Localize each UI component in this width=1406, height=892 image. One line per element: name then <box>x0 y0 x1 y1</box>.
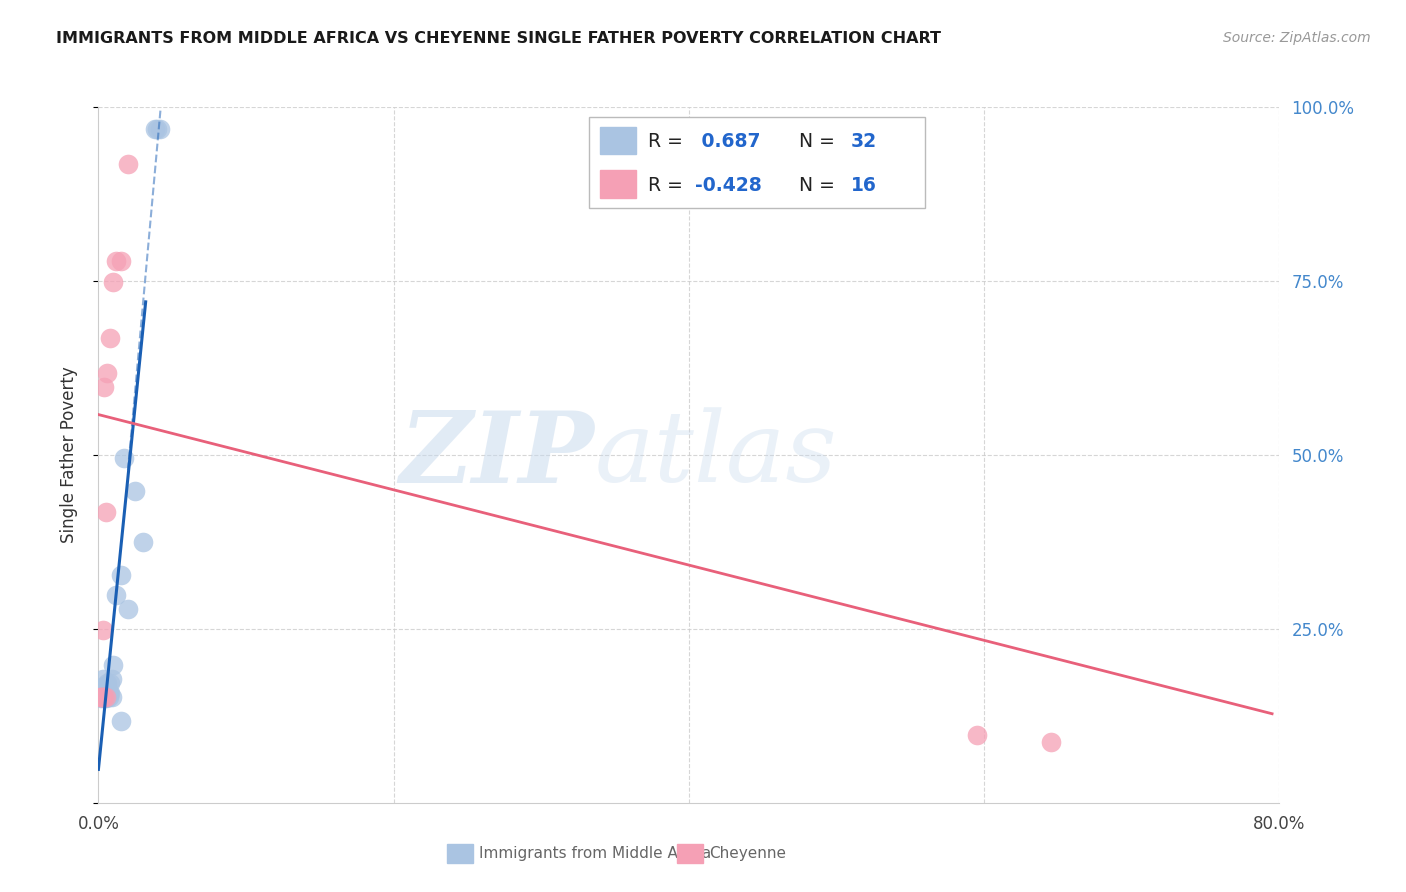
Point <box>93 380 115 394</box>
Text: R =: R = <box>648 132 689 152</box>
Point <box>124 484 146 499</box>
Point <box>96 679 118 693</box>
Point <box>132 535 155 549</box>
Point <box>94 682 117 697</box>
Text: N =: N = <box>787 132 841 152</box>
Text: ZIP: ZIP <box>399 407 595 503</box>
Point <box>94 505 117 519</box>
Point <box>117 157 139 171</box>
Point <box>105 589 128 603</box>
Point <box>90 681 112 695</box>
Point <box>96 676 118 690</box>
Text: 16: 16 <box>851 176 876 194</box>
Text: IMMIGRANTS FROM MIDDLE AFRICA VS CHEYENNE SINGLE FATHER POVERTY CORRELATION CHAR: IMMIGRANTS FROM MIDDLE AFRICA VS CHEYENN… <box>56 31 941 46</box>
Point <box>89 690 111 704</box>
Point <box>91 672 114 686</box>
Point <box>100 690 122 704</box>
Point <box>98 686 121 700</box>
FancyBboxPatch shape <box>589 118 925 208</box>
Text: Cheyenne: Cheyenne <box>709 847 786 861</box>
Point <box>96 366 118 380</box>
Point <box>90 690 112 704</box>
Point <box>98 676 121 690</box>
Point <box>94 691 117 706</box>
Point <box>149 122 172 136</box>
Text: 0.687: 0.687 <box>695 132 761 152</box>
Point <box>103 658 125 673</box>
Point <box>105 254 128 268</box>
Point <box>90 691 112 706</box>
Text: Immigrants from Middle Africa: Immigrants from Middle Africa <box>478 847 711 861</box>
Point <box>110 254 132 268</box>
Text: N =: N = <box>787 176 841 194</box>
Point <box>97 690 120 704</box>
Point <box>93 691 115 706</box>
Point <box>100 672 122 686</box>
Point <box>93 690 115 704</box>
Point <box>93 679 115 693</box>
Text: R =: R = <box>648 176 689 194</box>
Point <box>112 451 135 466</box>
Point <box>91 690 114 704</box>
Point <box>98 331 121 345</box>
Text: atlas: atlas <box>595 408 837 502</box>
Point <box>97 686 120 700</box>
Point <box>103 276 125 290</box>
Point <box>143 122 166 136</box>
Point <box>93 683 115 698</box>
Text: 32: 32 <box>851 132 877 152</box>
Text: -0.428: -0.428 <box>695 176 762 194</box>
Point <box>96 690 118 704</box>
Point <box>1039 734 1062 748</box>
Point <box>91 624 114 638</box>
Point <box>117 602 139 616</box>
FancyBboxPatch shape <box>678 844 703 863</box>
Point <box>94 690 117 704</box>
Point <box>146 122 169 136</box>
Point <box>966 728 988 742</box>
Point <box>91 690 114 704</box>
Point <box>94 690 117 704</box>
Point <box>94 679 117 693</box>
Y-axis label: Single Father Poverty: Single Father Poverty <box>59 367 77 543</box>
Point <box>110 567 132 582</box>
FancyBboxPatch shape <box>600 170 636 198</box>
Point <box>89 688 111 702</box>
FancyBboxPatch shape <box>447 844 472 863</box>
Point <box>110 714 132 728</box>
Text: Source: ZipAtlas.com: Source: ZipAtlas.com <box>1223 31 1371 45</box>
FancyBboxPatch shape <box>600 127 636 154</box>
